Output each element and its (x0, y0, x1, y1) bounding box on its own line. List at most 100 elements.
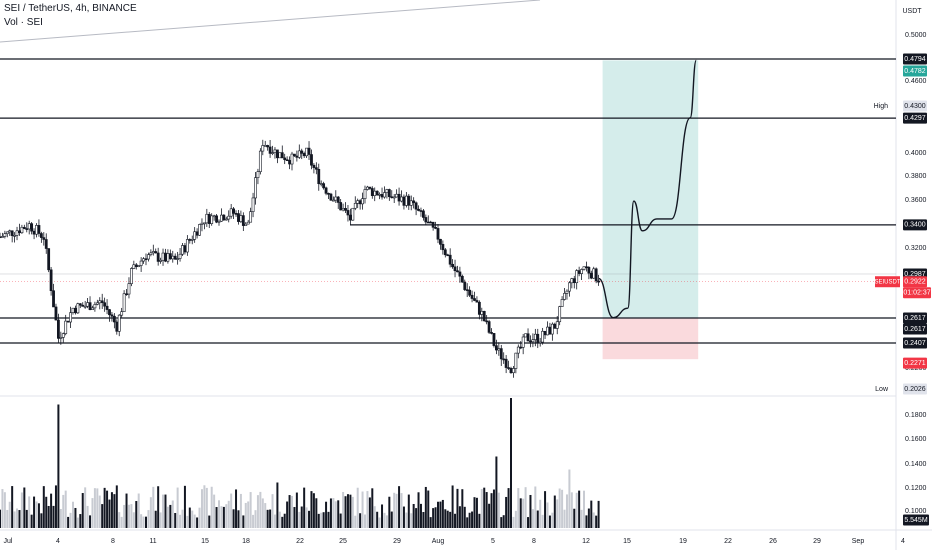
candle[interactable] (436, 228, 440, 240)
candle[interactable] (458, 271, 462, 277)
candle[interactable] (212, 215, 216, 218)
candle[interactable] (110, 314, 114, 317)
candle[interactable] (130, 268, 133, 284)
candle[interactable] (502, 358, 506, 361)
candle[interactable] (361, 198, 364, 205)
candle[interactable] (480, 310, 484, 315)
candle[interactable] (507, 367, 510, 369)
candle[interactable] (35, 225, 38, 235)
candle[interactable] (168, 253, 172, 260)
candle[interactable] (142, 258, 145, 262)
candle[interactable] (120, 311, 124, 316)
candle[interactable] (519, 346, 523, 349)
candle[interactable] (414, 202, 418, 210)
candle[interactable] (448, 254, 452, 265)
candle[interactable] (290, 153, 294, 165)
candle[interactable] (224, 218, 228, 221)
candle[interactable] (577, 270, 581, 274)
candle[interactable] (285, 159, 289, 161)
candle[interactable] (560, 299, 564, 307)
candle[interactable] (227, 215, 231, 220)
candle[interactable] (64, 320, 68, 334)
candle[interactable] (297, 150, 301, 158)
candle[interactable] (207, 213, 211, 224)
candle[interactable] (587, 267, 591, 274)
candle[interactable] (402, 196, 406, 206)
candle[interactable] (358, 200, 362, 205)
candle[interactable] (536, 333, 540, 344)
trend-line[interactable] (0, 0, 541, 43)
candle[interactable] (468, 289, 472, 296)
candle[interactable] (344, 208, 347, 211)
candle[interactable] (482, 310, 486, 322)
candle[interactable] (351, 207, 355, 221)
candle[interactable] (32, 230, 36, 235)
candle[interactable] (317, 169, 321, 184)
candle[interactable] (256, 171, 260, 178)
candle[interactable] (258, 150, 262, 172)
candle[interactable] (392, 196, 396, 199)
candle[interactable] (322, 183, 326, 189)
candle[interactable] (312, 164, 316, 168)
candle[interactable] (419, 210, 423, 212)
candle[interactable] (198, 224, 201, 236)
candle[interactable] (122, 293, 126, 313)
candle[interactable] (108, 309, 111, 316)
candle[interactable] (44, 239, 48, 249)
candle[interactable] (275, 149, 279, 159)
candle[interactable] (100, 300, 104, 303)
candle[interactable] (249, 211, 253, 223)
candle[interactable] (490, 332, 493, 334)
candle[interactable] (49, 269, 53, 292)
candle[interactable] (387, 189, 391, 198)
candle[interactable] (494, 345, 498, 351)
candle[interactable] (241, 215, 245, 226)
candle[interactable] (61, 333, 65, 338)
candle[interactable] (477, 301, 481, 315)
candle[interactable] (356, 200, 360, 204)
candle[interactable] (190, 239, 194, 241)
candle[interactable] (232, 208, 236, 214)
candle[interactable] (95, 302, 99, 305)
candle[interactable] (497, 348, 501, 351)
candle[interactable] (439, 238, 442, 245)
candle[interactable] (42, 237, 46, 240)
candle[interactable] (18, 230, 21, 234)
candle[interactable] (183, 245, 187, 253)
candle[interactable] (548, 326, 552, 335)
candle[interactable] (293, 153, 296, 157)
candle[interactable] (533, 333, 537, 340)
candle[interactable] (319, 183, 323, 185)
candle[interactable] (66, 320, 70, 323)
candle[interactable] (446, 254, 450, 257)
candle[interactable] (37, 225, 41, 234)
candle[interactable] (244, 223, 248, 226)
candle[interactable] (156, 252, 160, 262)
candle[interactable] (348, 214, 352, 221)
candle[interactable] (485, 320, 489, 323)
candle[interactable] (283, 157, 287, 160)
candle[interactable] (553, 323, 557, 329)
candle[interactable] (10, 230, 14, 236)
candle[interactable] (558, 306, 562, 323)
candle[interactable] (555, 321, 559, 329)
candle[interactable] (346, 210, 350, 216)
candle[interactable] (193, 231, 197, 240)
candle[interactable] (373, 190, 377, 196)
candle[interactable] (370, 188, 374, 196)
candle[interactable] (59, 337, 63, 339)
candle[interactable] (112, 315, 116, 323)
candle[interactable] (572, 278, 576, 284)
candle[interactable] (465, 289, 469, 291)
candle[interactable] (594, 268, 598, 282)
candle[interactable] (565, 290, 569, 294)
candle[interactable] (546, 326, 549, 336)
candle[interactable] (570, 278, 574, 284)
candle[interactable] (220, 214, 223, 222)
risk-zone[interactable] (602, 318, 699, 360)
candle[interactable] (171, 255, 175, 260)
candle[interactable] (509, 368, 513, 374)
candle[interactable] (463, 281, 467, 290)
candle[interactable] (475, 300, 479, 303)
